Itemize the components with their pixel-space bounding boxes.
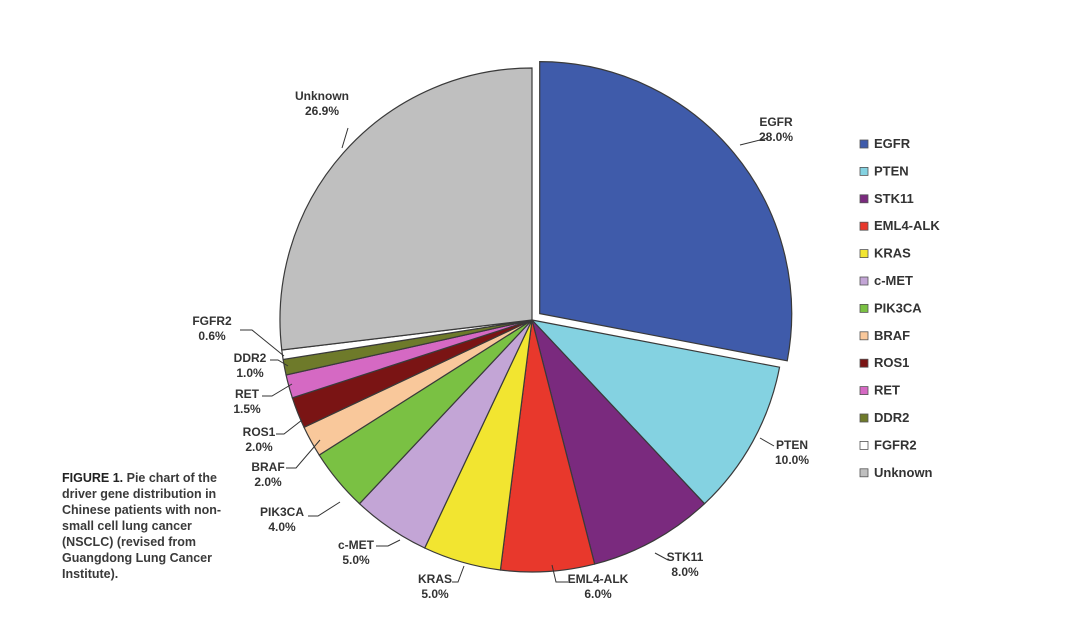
slice-label-ddr2: DDR2 xyxy=(234,351,267,365)
slice-label-c-met: c-MET xyxy=(338,538,375,552)
legend-swatch-kras xyxy=(859,249,869,259)
slice-label-egfr: EGFR xyxy=(759,115,793,129)
legend-item-kras: KRAS xyxy=(859,246,911,261)
legend-item-ros1: ROS1 xyxy=(859,355,909,370)
leader-ddr2 xyxy=(270,359,289,367)
slice-value-pten: 10.0% xyxy=(775,453,809,467)
slice-value-ret: 1.5% xyxy=(233,402,261,416)
legend-label-c-met: c-MET xyxy=(874,273,913,288)
leader-ret xyxy=(262,383,293,397)
slice-label-stk11: STK11 xyxy=(667,550,704,564)
legend-swatch-ros1 xyxy=(859,358,869,368)
legend: EGFR PTEN STK11 EML4-ALK KRAS c-MET PIK3CA BRAF… xyxy=(859,136,940,480)
slice-value-stk11: 8.0% xyxy=(671,565,699,579)
legend-label-unknown: Unknown xyxy=(874,465,933,480)
legend-label-ddr2: DDR2 xyxy=(874,410,909,425)
legend-swatch-egfr xyxy=(859,139,869,149)
legend-item-pten: PTEN xyxy=(859,163,909,178)
slice-value-ros1: 2.0% xyxy=(245,440,273,454)
legend-label-pik3ca: PIK3CA xyxy=(874,300,922,315)
legend-swatch-unknown xyxy=(859,468,869,478)
legend-swatch-c-met xyxy=(859,276,869,286)
legend-item-ret: RET xyxy=(859,383,900,398)
pie-slices xyxy=(279,61,793,573)
leader-kras xyxy=(452,565,465,583)
leader-ros1 xyxy=(276,419,303,435)
legend-label-ret: RET xyxy=(874,383,900,398)
legend-swatch-ddr2 xyxy=(859,413,869,423)
leader-lines xyxy=(240,127,775,583)
slice-label-pik3ca: PIK3CA xyxy=(260,505,304,519)
slice-value-eml4-alk: 6.0% xyxy=(584,587,612,601)
slice-value-fgfr2: 0.6% xyxy=(198,329,226,343)
legend-label-kras: KRAS xyxy=(874,246,911,261)
legend-item-fgfr2: FGFR2 xyxy=(859,437,917,452)
legend-swatch-braf xyxy=(859,331,869,341)
caption-lead: FIGURE 1. xyxy=(62,471,124,485)
legend-swatch-pten xyxy=(859,166,869,176)
legend-label-pten: PTEN xyxy=(874,163,909,178)
figure-caption: FIGURE 1. Pie chart of the driver gene d… xyxy=(62,470,237,582)
legend-swatch-ret xyxy=(859,386,869,396)
slice-label-fgfr2: FGFR2 xyxy=(192,314,232,328)
slice-value-ddr2: 1.0% xyxy=(236,366,264,380)
leader-braf xyxy=(286,439,321,469)
legend-item-eml4-alk: EML4-ALK xyxy=(859,218,940,233)
leader-pik3ca xyxy=(308,501,341,517)
leader-eml4-alk xyxy=(551,564,568,583)
slice-label-kras: KRAS xyxy=(418,572,452,586)
legend-item-ddr2: DDR2 xyxy=(859,410,909,425)
slice-label-eml4-alk: EML4-ALK xyxy=(568,572,629,586)
legend-label-egfr: EGFR xyxy=(874,136,911,151)
legend-label-braf: BRAF xyxy=(874,328,910,343)
legend-item-braf: BRAF xyxy=(859,328,910,343)
legend-swatch-pik3ca xyxy=(859,303,869,313)
slice-value-c-met: 5.0% xyxy=(342,553,370,567)
caption-text: Pie chart of the driver gene distributio… xyxy=(62,471,222,581)
legend-item-unknown: Unknown xyxy=(859,465,933,480)
slice-label-braf: BRAF xyxy=(251,460,284,474)
slice-label-ret: RET xyxy=(235,387,260,401)
leader-stk11 xyxy=(654,552,669,561)
slice-label-pten: PTEN xyxy=(776,438,808,452)
legend-label-fgfr2: FGFR2 xyxy=(874,437,917,452)
leader-unknown xyxy=(341,127,349,149)
slice-value-pik3ca: 4.0% xyxy=(268,520,296,534)
slice-pten xyxy=(530,319,781,505)
legend-label-eml4-alk: EML4-ALK xyxy=(874,218,940,233)
slice-egfr xyxy=(539,61,793,362)
legend-item-stk11: STK11 xyxy=(859,191,914,206)
slice-value-kras: 5.0% xyxy=(421,587,449,601)
leader-fgfr2 xyxy=(240,329,285,357)
leader-c-met xyxy=(376,539,401,547)
leader-pten xyxy=(759,437,775,447)
legend-swatch-eml4-alk xyxy=(859,221,869,231)
slice-value-braf: 2.0% xyxy=(254,475,282,489)
legend-item-pik3ca: PIK3CA xyxy=(859,300,922,315)
slice-label-unknown: Unknown xyxy=(295,89,349,103)
slice-label-ros1: ROS1 xyxy=(243,425,276,439)
leader-egfr xyxy=(739,137,769,146)
legend-swatch-stk11 xyxy=(859,194,869,204)
legend-item-c-met: c-MET xyxy=(859,273,913,288)
slice-unknown xyxy=(279,67,533,351)
slice-value-egfr: 28.0% xyxy=(759,130,793,144)
legend-item-egfr: EGFR xyxy=(859,136,911,151)
legend-swatch-fgfr2 xyxy=(859,440,869,450)
legend-label-ros1: ROS1 xyxy=(874,355,909,370)
slice-stk11 xyxy=(531,319,706,565)
slice-value-unknown: 26.9% xyxy=(305,104,339,118)
legend-label-stk11: STK11 xyxy=(874,191,914,206)
